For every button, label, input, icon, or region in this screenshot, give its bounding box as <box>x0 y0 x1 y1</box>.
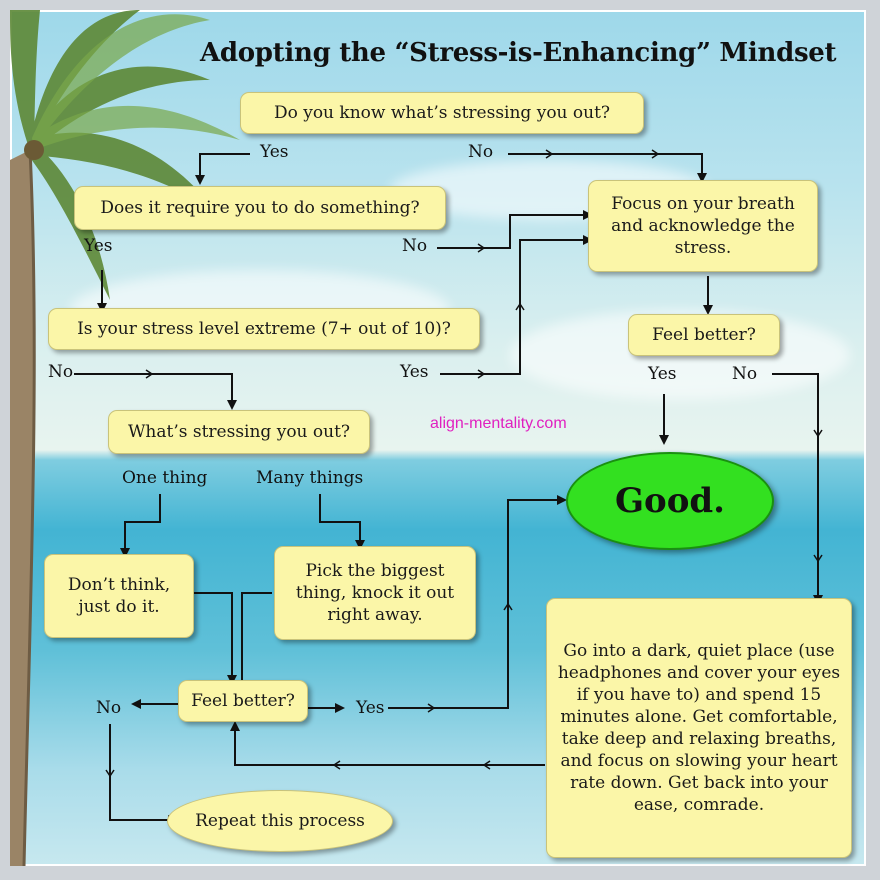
edge-label-no: No <box>468 142 494 162</box>
node-feel-better-bottom: Feel better? <box>178 680 308 722</box>
edge-label-yes: Yes <box>260 142 289 162</box>
node-good: Good. <box>566 452 774 550</box>
edge-label-many-things: Many things <box>256 468 364 488</box>
website-url: align-mentality.com <box>430 415 567 432</box>
edge-label-yes: Yes <box>648 364 677 384</box>
node-stress-extreme: Is your stress level extreme (7+ out of … <box>48 308 480 350</box>
node-know-stressor: Do you know what’s stressing you out? <box>240 92 644 134</box>
node-just-do-it: Don’t think, just do it. <box>44 554 194 638</box>
node-pick-biggest: Pick the biggest thing, knock it out rig… <box>274 546 476 640</box>
edge-label-no: No <box>402 236 428 256</box>
node-require-action: Does it require you to do something? <box>74 186 446 230</box>
edge-label-one-thing: One thing <box>122 468 208 488</box>
page-title: Adopting the “Stress-is-Enhancing” Minds… <box>200 38 837 68</box>
edge-label-yes: Yes <box>400 362 429 382</box>
node-focus-breath: Focus on your breath and acknowledge the… <box>588 180 818 272</box>
edge-label-yes: Yes <box>356 698 385 718</box>
node-whats-stressing: What’s stressing you out? <box>108 410 370 454</box>
node-dark-quiet-place: Go into a dark, quiet place (use headpho… <box>546 598 852 858</box>
connector-lines <box>74 149 823 825</box>
diagram-canvas: Adopting the “Stress-is-Enhancing” Minds… <box>10 10 866 866</box>
edge-label-no: No <box>96 698 122 718</box>
palm-tree-illustration <box>10 10 240 866</box>
node-repeat-process: Repeat this process <box>167 790 393 852</box>
edge-label-no: No <box>48 362 74 382</box>
node-feel-better-top: Feel better? <box>628 314 780 356</box>
edge-label-no: No <box>732 364 758 384</box>
edge-label-yes: Yes <box>84 236 113 256</box>
